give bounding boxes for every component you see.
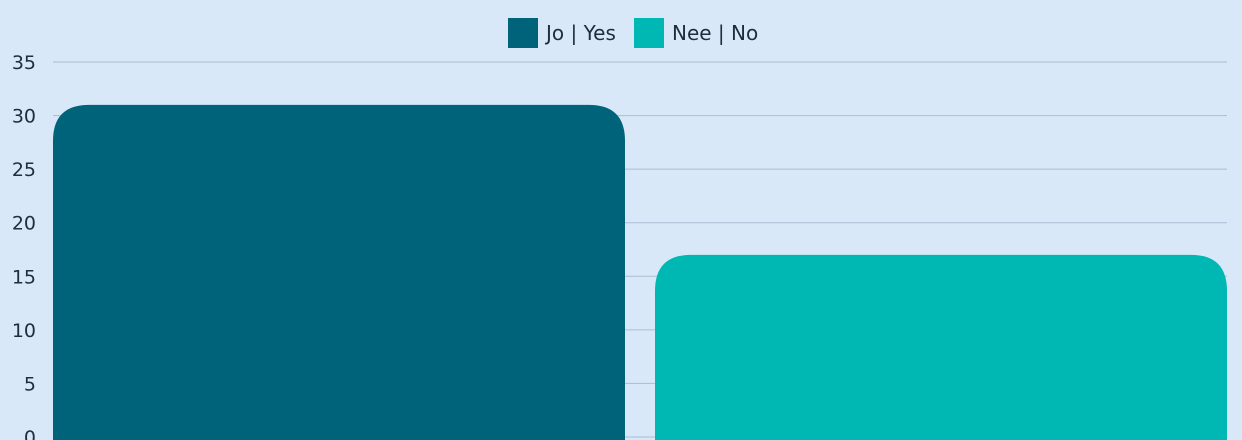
y-tick-label-5: 5 — [24, 373, 36, 395]
bar-yes — [53, 104, 625, 440]
legend-swatch-yes — [508, 18, 538, 48]
y-tick-label-35: 35 — [12, 52, 36, 74]
legend-swatch-no — [634, 18, 664, 48]
y-tick-label-30: 30 — [12, 106, 36, 128]
legend-label-no: Nee | No — [672, 21, 758, 45]
legend-label-yes: Jo | Yes — [544, 21, 616, 45]
y-tick-label-20: 20 — [12, 213, 36, 235]
y-tick-label-0: 0 — [24, 427, 36, 440]
legend: Jo | Yes Nee | No — [508, 18, 758, 48]
y-tick-label-25: 25 — [12, 159, 36, 181]
y-tick-label-10: 10 — [12, 320, 36, 342]
bars — [53, 104, 1227, 440]
y-axis-ticks: 0 5 10 15 20 25 30 35 — [12, 52, 36, 440]
bar-no — [655, 254, 1227, 440]
y-tick-label-15: 15 — [12, 266, 36, 288]
